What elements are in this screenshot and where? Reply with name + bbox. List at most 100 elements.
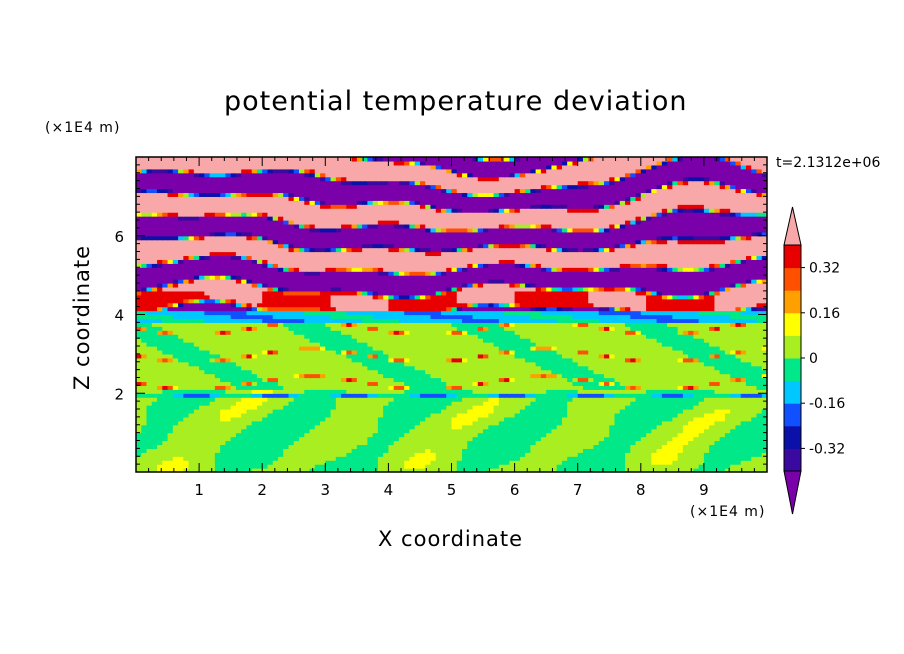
field-cell — [362, 381, 368, 386]
field-cell — [277, 409, 284, 414]
field-cell — [714, 334, 721, 339]
field-cell — [446, 452, 453, 457]
field-cell — [393, 444, 400, 449]
field-cell — [251, 460, 258, 465]
field-cell — [456, 318, 463, 323]
field-cell — [409, 412, 416, 418]
field-cell — [151, 346, 158, 351]
field-cell — [251, 440, 258, 446]
field-cell — [730, 338, 737, 343]
field-cell — [561, 385, 568, 390]
field-cell — [341, 444, 347, 449]
field-cell — [241, 456, 248, 461]
field-cell — [162, 468, 169, 472]
field-cell — [467, 452, 474, 457]
field-cell — [567, 381, 574, 386]
field-cell — [556, 373, 563, 379]
field-cell — [293, 460, 300, 465]
field-cell — [146, 405, 153, 410]
field-cell — [362, 456, 368, 461]
field-cell — [493, 361, 500, 367]
field-cell — [556, 389, 563, 394]
field-cell — [288, 346, 295, 351]
field-cell — [467, 444, 474, 449]
field-cell — [483, 361, 489, 367]
field-cell — [335, 409, 342, 414]
field-cell — [488, 381, 495, 386]
field-cell — [204, 428, 211, 434]
field-cell — [456, 464, 463, 469]
field-cell — [693, 314, 700, 320]
field-cell — [367, 318, 374, 323]
field-cell — [456, 314, 463, 320]
field-cell — [341, 424, 347, 430]
field-cell — [656, 452, 663, 457]
field-cell — [651, 448, 658, 453]
field-cell — [356, 346, 363, 351]
field-cell — [199, 306, 205, 312]
field-cell — [167, 306, 174, 312]
field-cell — [256, 369, 263, 375]
field-cell — [299, 361, 305, 367]
field-cell — [751, 334, 758, 339]
field-cell — [462, 389, 468, 394]
field-cell — [451, 310, 458, 316]
field-cell — [293, 310, 300, 316]
field-cell — [419, 436, 426, 442]
field-cell — [283, 349, 290, 355]
field-cell — [609, 310, 616, 316]
field-cell — [625, 424, 631, 430]
field-cell — [393, 416, 400, 422]
field-cell — [572, 464, 579, 469]
field-cell — [256, 349, 263, 355]
field-cell — [199, 416, 205, 422]
field-cell — [630, 357, 637, 363]
field-cell — [419, 349, 426, 355]
field-cell — [582, 373, 589, 379]
field-cell — [235, 420, 242, 426]
field-cell — [451, 416, 458, 422]
field-cell — [320, 306, 326, 312]
field-cell — [556, 318, 563, 323]
field-cell — [367, 444, 374, 449]
field-cell — [740, 357, 747, 363]
field-cell — [462, 428, 468, 434]
field-cell — [640, 346, 647, 351]
field-cell — [141, 377, 148, 383]
field-cell — [667, 456, 673, 461]
field-cell — [504, 373, 510, 379]
field-cell — [751, 428, 758, 434]
field-cell — [672, 428, 679, 434]
field-cell — [640, 373, 647, 379]
field-cell — [525, 393, 531, 398]
field-cell — [167, 409, 174, 414]
field-cell — [646, 322, 652, 327]
field-cell — [435, 377, 442, 383]
field-cell — [146, 397, 153, 402]
field-cell — [283, 357, 290, 363]
field-cell — [151, 389, 158, 394]
field-cell — [635, 322, 642, 327]
field-cell — [414, 389, 421, 394]
field-cell — [735, 369, 742, 375]
field-cell — [745, 401, 752, 406]
field-cell — [398, 369, 405, 375]
field-cell — [630, 385, 637, 390]
field-cell — [393, 310, 400, 316]
field-cell — [183, 440, 190, 446]
field-cell — [440, 334, 447, 339]
field-cell — [535, 357, 542, 363]
field-cell — [288, 306, 295, 312]
field-cell — [588, 349, 595, 355]
field-cell — [209, 342, 216, 347]
field-cell — [756, 322, 763, 327]
field-cell — [398, 357, 405, 363]
field-cell — [262, 353, 269, 359]
field-cell — [351, 436, 358, 442]
field-cell — [362, 416, 368, 422]
field-cell — [136, 310, 142, 316]
field-cell — [751, 401, 758, 406]
field-cell — [698, 346, 705, 351]
field-cell — [640, 464, 647, 469]
field-cell — [504, 405, 510, 410]
